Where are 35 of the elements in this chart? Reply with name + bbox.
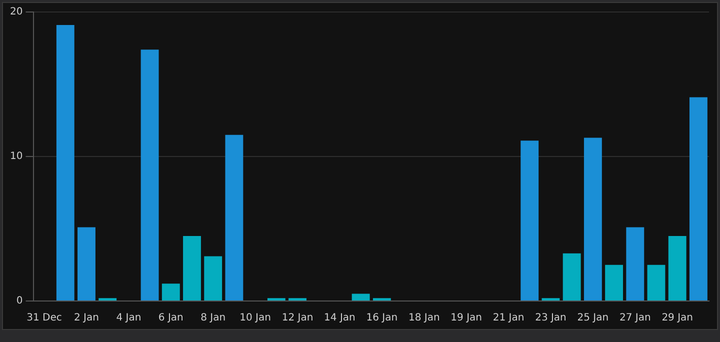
x-tick-label: 23 Jan	[535, 312, 566, 324]
x-tick-label: 18 Jan	[408, 312, 440, 324]
bar	[605, 264, 624, 300]
y-tick-label: 0	[16, 296, 23, 307]
x-tick-label: 2 Jan	[74, 312, 99, 324]
x-tick-label: 25 Jan	[577, 312, 609, 324]
x-tick-label: 31 Dec	[26, 312, 62, 324]
x-tick-label: 8 Jan	[200, 312, 226, 324]
bar	[647, 264, 666, 300]
x-tick-label: 14 Jan	[324, 312, 356, 324]
bar	[204, 256, 222, 300]
bar	[352, 294, 370, 300]
x-tick-label: 29 Jan	[662, 312, 694, 324]
bar	[668, 236, 686, 300]
y-tick-label: 10	[10, 151, 23, 162]
bar	[520, 140, 539, 300]
x-tick-label: 19 Jan	[450, 312, 482, 324]
bar	[225, 134, 244, 300]
bar	[140, 50, 159, 300]
bar	[689, 97, 708, 300]
x-tick-label: 16 Jan	[366, 312, 398, 324]
x-tick-label: 4 Jan	[116, 312, 142, 324]
y-tick-label: 20	[10, 6, 23, 18]
bar	[584, 138, 602, 300]
x-tick-label: 27 Jan	[619, 312, 651, 324]
x-tick-label: 6 Jan	[158, 312, 184, 324]
bar	[183, 236, 201, 300]
bar	[162, 284, 180, 300]
bar	[626, 227, 644, 300]
bar	[56, 25, 74, 300]
bar	[562, 253, 581, 300]
bar	[78, 227, 96, 300]
x-tick-label: 10 Jan	[240, 312, 271, 324]
x-tick-label: 21 Jan	[492, 312, 524, 324]
x-tick-label: 12 Jan	[282, 312, 314, 324]
